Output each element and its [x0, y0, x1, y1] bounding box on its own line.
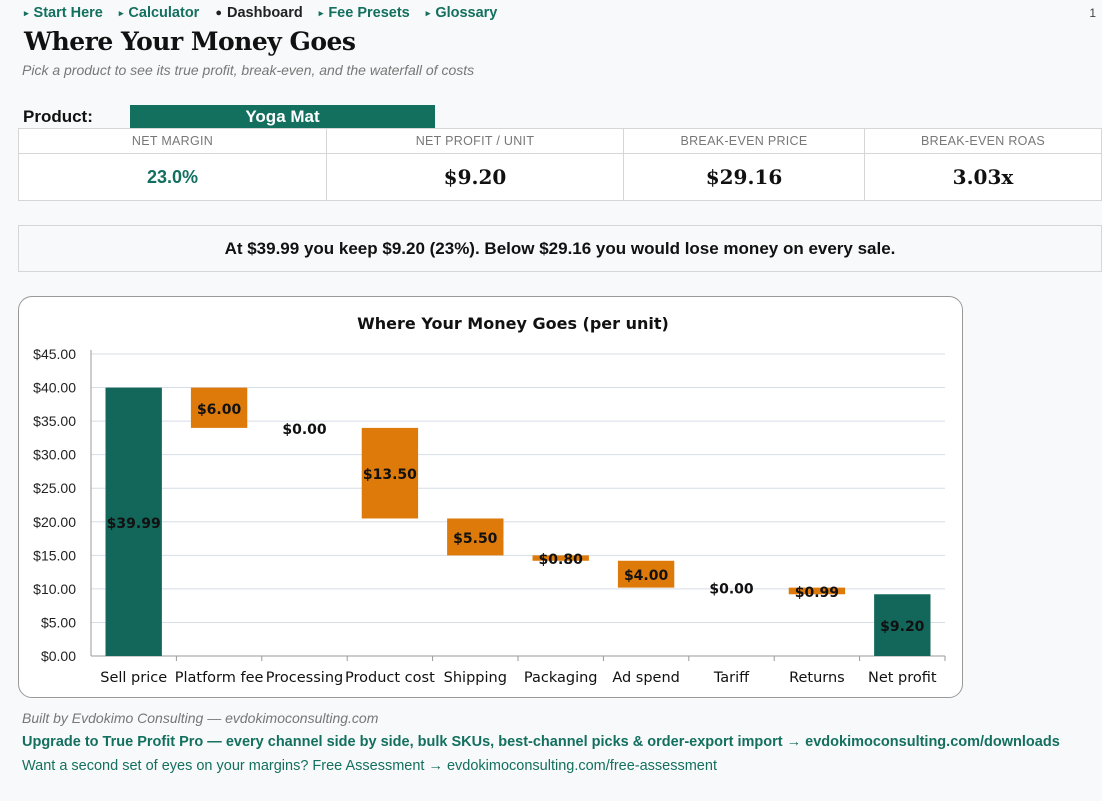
y-tick-label: $5.00 — [41, 614, 76, 630]
footer-upgrade-link[interactable]: Upgrade to True Profit Pro — every chann… — [22, 734, 1060, 750]
y-tick-label: $40.00 — [33, 380, 76, 396]
x-tick-label: Net profit — [868, 670, 937, 686]
nav-arrow-icon: ▸ — [24, 8, 29, 18]
summary-banner: At $39.99 you keep $9.20 (23%). Below $2… — [18, 225, 1102, 272]
product-selector[interactable]: Yoga Mat — [130, 105, 435, 128]
bar-data-label: $4.00 — [624, 568, 669, 584]
x-tick-label: Ad spend — [612, 670, 680, 686]
nav-dashboard-label: Dashboard — [227, 5, 303, 21]
waterfall-bar — [447, 518, 504, 556]
nav-current-dot-icon: ● — [215, 7, 223, 19]
x-tick-label: Processing — [266, 670, 343, 686]
waterfall-chart-svg: Where Your Money Goes (per unit) $0.00 $5.… — [33, 314, 946, 686]
y-tick-label: $15.00 — [33, 547, 76, 563]
bar-data-label: $0.00 — [709, 582, 754, 598]
x-tick-label: Tariff — [713, 670, 750, 686]
bar-data-label: $0.99 — [795, 585, 839, 601]
nav-calculator-label: Calculator — [128, 5, 200, 21]
x-tick-label: Platform fee — [175, 670, 264, 686]
nav-glossary-label: Glossary — [435, 5, 498, 21]
bar-data-label: $9.20 — [880, 619, 925, 635]
waterfall-bar — [190, 387, 248, 428]
chart-title: Where Your Money Goes (per unit) — [357, 314, 669, 333]
page-title: Where Your Money Goes — [24, 27, 356, 56]
y-tick-label: $35.00 — [33, 413, 76, 429]
waterfall-bar — [532, 555, 589, 561]
kpi-label: BREAK-EVEN ROAS — [865, 129, 1101, 154]
nav-glossary[interactable]: ▸ Glossary — [426, 5, 498, 21]
nav-dashboard[interactable]: ● Dashboard — [215, 5, 302, 21]
nav-fee-presets[interactable]: ▸ Fee Presets — [319, 5, 410, 21]
y-tick-label: $0.00 — [41, 648, 76, 664]
bar-data-label: $13.50 — [363, 467, 417, 483]
page-number: 1 — [1089, 6, 1096, 20]
top-nav: ▸ Start Here ▸ Calculator ● Dashboard ▸ Fee … — [24, 5, 509, 21]
x-tick-label: Returns — [789, 670, 845, 686]
waterfall-bar — [361, 427, 419, 519]
waterfall-bar — [617, 560, 675, 588]
y-tick-label: $10.00 — [33, 581, 76, 597]
footer-credit: Built by Evdokimo Consulting — evdokimoc… — [22, 710, 379, 726]
kpi-label: NET PROFIT / UNIT — [327, 129, 623, 154]
nav-fee-presets-label: Fee Presets — [328, 5, 410, 21]
nav-start-here[interactable]: ▸ Start Here — [24, 5, 103, 21]
nav-arrow-icon: ▸ — [318, 8, 324, 18]
kpi-net-margin: NET MARGIN 23.0% — [19, 129, 327, 200]
kpi-break-even-roas: BREAK-EVEN ROAS 3.03x — [865, 129, 1101, 200]
y-tick-label: $20.00 — [33, 514, 76, 530]
bar-data-label: $5.50 — [453, 531, 498, 547]
y-tick-label: $30.00 — [33, 447, 76, 463]
waterfall-bar — [105, 387, 162, 656]
bar-data-label: $6.00 — [197, 402, 242, 418]
x-tick-label: Sell price — [100, 670, 167, 686]
bar-data-label: $0.80 — [539, 552, 584, 568]
kpi-label: NET MARGIN — [19, 129, 326, 154]
x-tick-label: Product cost — [345, 670, 435, 686]
x-tick-label: Packaging — [524, 670, 598, 686]
y-tick-label: $25.00 — [33, 480, 76, 496]
nav-start-here-label: Start Here — [33, 5, 103, 21]
bar-data-label: $0.00 — [282, 422, 327, 438]
kpi-value: $9.20 — [443, 165, 507, 189]
page-subtitle: Pick a product to see its true profit, b… — [22, 62, 475, 78]
waterfall-bar — [874, 594, 931, 656]
kpi-value: 3.03x — [952, 165, 1014, 189]
footer-assessment-link[interactable]: Want a second set of eyes on your margin… — [22, 758, 717, 774]
kpi-label: BREAK-EVEN PRICE — [624, 129, 864, 154]
bar-data-label: $39.99 — [107, 516, 161, 532]
kpi-value: 23.0% — [146, 167, 199, 187]
nav-calculator[interactable]: ▸ Calculator — [119, 5, 199, 21]
nav-arrow-icon: ▸ — [425, 8, 431, 18]
kpi-table: NET MARGIN 23.0% NET PROFIT / UNIT $9.20… — [18, 128, 1102, 201]
y-tick-label: $45.00 — [33, 346, 76, 362]
product-label: Product: — [23, 107, 93, 126]
nav-arrow-icon: ▸ — [118, 8, 124, 18]
waterfall-bar — [788, 587, 846, 595]
kpi-break-even-price: BREAK-EVEN PRICE $29.16 — [624, 129, 865, 200]
x-tick-label: Shipping — [444, 670, 507, 686]
kpi-value: $29.16 — [705, 165, 783, 189]
waterfall-chart: Where Your Money Goes (per unit) $0.00 $5.… — [18, 296, 963, 698]
kpi-net-profit: NET PROFIT / UNIT $9.20 — [327, 129, 624, 200]
